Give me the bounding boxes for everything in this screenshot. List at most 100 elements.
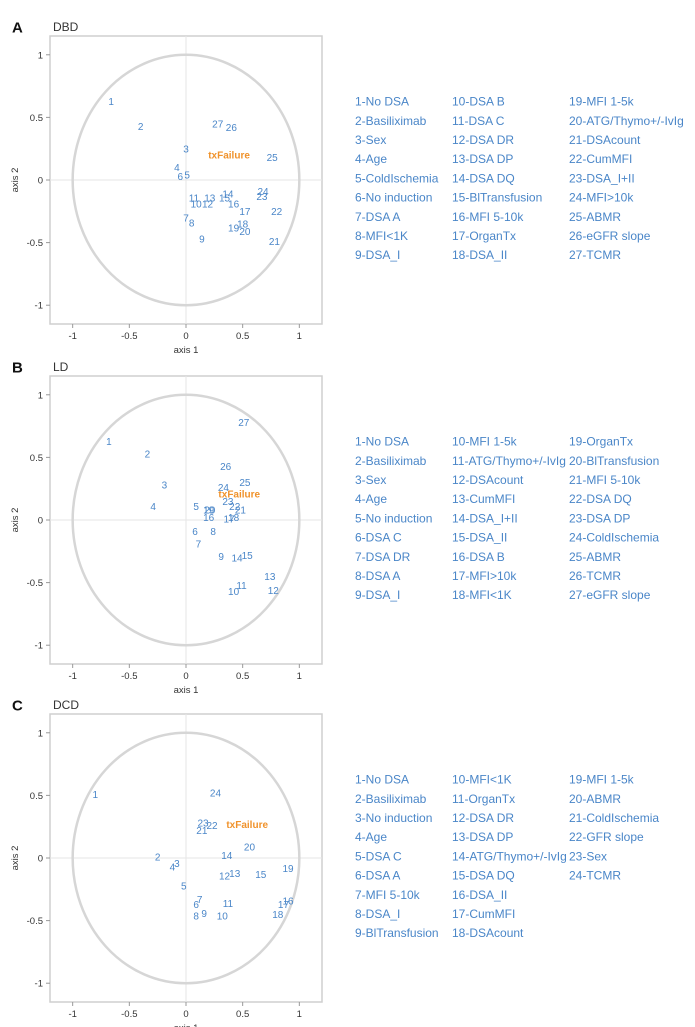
data-point-label: 20 bbox=[244, 842, 256, 853]
data-point-label: 9 bbox=[201, 909, 207, 920]
y-tick-label: 0.5 bbox=[30, 453, 43, 464]
unit-circle bbox=[71, 731, 301, 985]
x-tick-label: -0.5 bbox=[121, 331, 137, 342]
panel-letter: B bbox=[12, 359, 23, 376]
data-point-label: 12 bbox=[202, 200, 214, 211]
legend-item: 23-Sex bbox=[569, 849, 607, 863]
data-point-label: 6 bbox=[192, 527, 198, 538]
legend-item: 21-ColdIschemia bbox=[569, 811, 659, 825]
y-tick-label: 1 bbox=[38, 390, 43, 401]
data-point-label: 14 bbox=[221, 851, 233, 862]
data-point-label: 21 bbox=[269, 237, 281, 248]
legend-item: 22-DSA DQ bbox=[569, 492, 632, 506]
data-point-label: 5 bbox=[193, 502, 199, 513]
data-point-label: 23 bbox=[197, 819, 209, 830]
data-point-label: 22 bbox=[207, 821, 219, 832]
x-tick-label: 1 bbox=[297, 671, 302, 682]
legend-item: 20-ATG/Thymo+/-IvIg bbox=[569, 114, 684, 128]
legend-item: 11-ATG/Thymo+/-IvIg bbox=[452, 454, 566, 468]
x-tick-label: -1 bbox=[68, 331, 76, 342]
legend-item: 18-DSA_II bbox=[452, 248, 507, 262]
data-point-label: 16 bbox=[203, 513, 215, 524]
data-point-label: 23 bbox=[222, 497, 234, 508]
legend-item: 8-DSA_I bbox=[355, 907, 400, 921]
x-tick-label: 0.5 bbox=[236, 1009, 249, 1020]
x-tick-label: 0 bbox=[183, 1009, 188, 1020]
legend-item: 9-DSA_I bbox=[355, 248, 400, 262]
data-point-label: 10 bbox=[217, 911, 229, 922]
legend-item: 15-BlTransfusion bbox=[452, 191, 542, 205]
data-point-label: 18 bbox=[237, 220, 249, 231]
y-tick-label: 0 bbox=[38, 516, 43, 527]
legend-item: 21-MFI 5-10k bbox=[569, 473, 641, 487]
legend-item: 2-Basiliximab bbox=[355, 792, 427, 806]
data-point-label: 25 bbox=[267, 153, 279, 164]
data-point-label: 16 bbox=[228, 200, 240, 211]
data-point-label: 3 bbox=[162, 481, 168, 492]
legend-item: 10-DSA B bbox=[452, 95, 505, 109]
data-point-label: 17 bbox=[239, 207, 251, 218]
data-point-label: 7 bbox=[197, 895, 203, 906]
legend-item: 12-DSA DR bbox=[452, 133, 514, 147]
data-point-label: 8 bbox=[189, 218, 195, 229]
legend-item: 17-CumMFI bbox=[452, 907, 515, 921]
data-point-label: 1 bbox=[93, 790, 99, 801]
data-point-label: 19 bbox=[228, 223, 240, 234]
y-tick-label: 1 bbox=[38, 728, 43, 739]
legend-item: 22-GFR slope bbox=[569, 830, 644, 844]
data-point-label: 24 bbox=[218, 483, 230, 494]
data-point-label: 5 bbox=[181, 881, 187, 892]
data-point-label: 22 bbox=[229, 502, 241, 513]
x-tick-label: -0.5 bbox=[121, 1009, 137, 1020]
legend-item: 23-DSA_I+II bbox=[569, 171, 635, 185]
legend-item: 20-ABMR bbox=[569, 792, 621, 806]
legend-item: 20-BlTransfusion bbox=[569, 454, 659, 468]
data-point-label: 27 bbox=[238, 418, 250, 429]
panel-title: LD bbox=[53, 360, 69, 374]
y-axis-label: axis 2 bbox=[10, 508, 21, 533]
panel-letter: A bbox=[12, 19, 23, 36]
data-point-label: 24 bbox=[258, 187, 270, 198]
legend-item: 14-DSA DQ bbox=[452, 171, 515, 185]
legend-item: 16-DSA_II bbox=[452, 888, 507, 902]
legend-item: 9-DSA_I bbox=[355, 588, 400, 602]
data-point-label: 12 bbox=[268, 586, 280, 597]
data-point-label: 4 bbox=[150, 502, 156, 513]
legend-item: 16-DSA B bbox=[452, 550, 505, 564]
legend-item: 27-TCMR bbox=[569, 248, 621, 262]
x-tick-label: 0 bbox=[183, 671, 188, 682]
x-axis-label: axis 1 bbox=[174, 1023, 199, 1027]
legend-item: 6-DSA C bbox=[355, 531, 402, 545]
data-point-label: 11 bbox=[236, 581, 247, 592]
data-point-label: 26 bbox=[220, 462, 232, 473]
legend-item: 4-Age bbox=[355, 830, 387, 844]
x-tick-label: 0.5 bbox=[236, 331, 249, 342]
target-variable-label: txFailure bbox=[218, 489, 260, 500]
data-point-label: 8 bbox=[193, 911, 199, 922]
data-point-label: 13 bbox=[264, 572, 276, 583]
legend-item: 10-MFI<1K bbox=[452, 773, 512, 787]
x-tick-label: 0.5 bbox=[236, 671, 249, 682]
data-point-label: 11 bbox=[223, 899, 234, 910]
legend-item: 27-eGFR slope bbox=[569, 588, 651, 602]
unit-circle bbox=[71, 393, 301, 647]
y-tick-label: 0 bbox=[38, 176, 43, 187]
data-point-label: 9 bbox=[199, 235, 205, 246]
legend-item: 19-MFI 1-5k bbox=[569, 95, 635, 109]
legend-item: 24-ColdIschemia bbox=[569, 531, 659, 545]
legend-item: 21-DSAcount bbox=[569, 133, 641, 147]
data-point-label: 26 bbox=[226, 123, 238, 134]
legend-item: 1-No DSA bbox=[355, 435, 409, 449]
data-point-label: 20 bbox=[239, 227, 251, 238]
legend-item: 18-MFI<1K bbox=[452, 588, 512, 602]
y-tick-label: -1 bbox=[35, 979, 43, 990]
data-point-label: 7 bbox=[183, 213, 189, 224]
legend-item: 14-DSA_I+II bbox=[452, 511, 518, 525]
legend-item: 3-Sex bbox=[355, 473, 386, 487]
data-point-label: 10 bbox=[228, 587, 240, 598]
legend-item: 1-No DSA bbox=[355, 95, 409, 109]
x-tick-label: -1 bbox=[68, 1009, 76, 1020]
legend-item: 8-DSA A bbox=[355, 569, 400, 583]
